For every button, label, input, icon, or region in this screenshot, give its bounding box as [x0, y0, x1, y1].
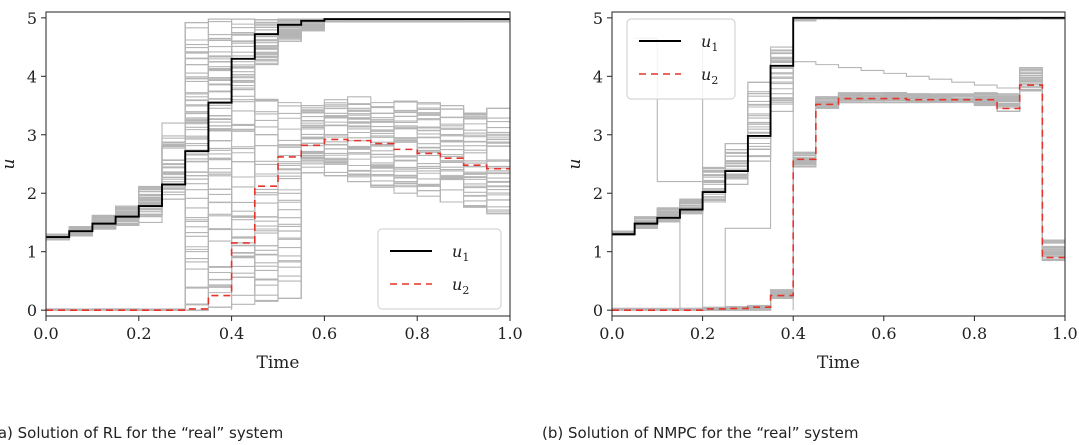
- plot-area: [612, 16, 1065, 311]
- sample-runs-2: [46, 64, 510, 311]
- y-tick-label: 1: [593, 243, 603, 262]
- outlier-run: [138, 122, 186, 311]
- x-tick-label: 0.6: [312, 324, 337, 343]
- outlier-run: [793, 61, 1043, 246]
- y-tick-label: 4: [593, 67, 603, 86]
- plot-frame: [611, 11, 1066, 317]
- x-tick-label: 0.6: [871, 324, 896, 343]
- x-axis-label: Time: [257, 353, 300, 373]
- y-tick-label: 1: [27, 243, 37, 262]
- chart-b: 0.0 0.2 0.4 0.6 0.8 1.0 0 1 2 3 4 5 Time u u1 u2: [565, 9, 1078, 373]
- y-tick-label: 0: [593, 301, 603, 320]
- sample-run: [46, 64, 510, 310]
- x-tick-label: 1.0: [1052, 324, 1077, 343]
- chart-a: 0.0 0.2 0.4 0.6 0.8 1.0 0 1 2 3 4 5 Time u u1 u2: [0, 9, 523, 373]
- series-u2: [46, 138, 510, 311]
- caption-b: (b) Solution of NMPC for the “real” syst…: [542, 424, 859, 442]
- y-tick-label: 5: [593, 9, 603, 28]
- x-tick-label: 0.4: [219, 324, 244, 343]
- legend-label-u2: u2: [701, 65, 718, 87]
- series-u2: [612, 84, 1065, 311]
- x-axis-label: Time: [817, 353, 860, 373]
- x-tick-label: 0.4: [780, 324, 805, 343]
- outlier-run: [185, 157, 233, 311]
- plot-frame: [45, 11, 511, 317]
- series-u1: [612, 16, 1065, 236]
- y-tick-label: 4: [27, 67, 37, 86]
- y-tick-label: 0: [27, 301, 37, 320]
- x-tick-label: 0.8: [404, 324, 429, 343]
- y-tick-label: 2: [27, 184, 37, 203]
- legend-box: [377, 228, 502, 310]
- x-tick-label: 0.0: [599, 324, 624, 343]
- x-tick-label: 0.2: [126, 324, 151, 343]
- plot-area: [46, 18, 510, 311]
- sample-run: [612, 66, 1065, 310]
- legend-label-u1: u1: [701, 32, 718, 54]
- y-tick-label: 3: [27, 126, 37, 145]
- outlier-run: [657, 49, 794, 311]
- legend: u1 u2: [626, 18, 736, 100]
- caption-a: (a) Solution of RL for the “real” system: [0, 424, 284, 442]
- legend-label-u1: u1: [452, 242, 469, 264]
- y-axis-label: u: [0, 159, 19, 170]
- y-tick-label: 3: [593, 126, 603, 145]
- y-tick-label: 5: [27, 9, 37, 28]
- x-tick-label: 0.2: [690, 324, 715, 343]
- x-tick-label: 0.8: [962, 324, 987, 343]
- x-tick-label: 0.0: [33, 324, 58, 343]
- legend: u1 u2: [377, 228, 502, 310]
- x-tick-label: 1.0: [497, 324, 522, 343]
- series-u1: [46, 18, 510, 239]
- y-axis-label: u: [565, 159, 585, 170]
- legend-box: [626, 18, 736, 100]
- y-tick-label: 2: [593, 184, 603, 203]
- legend-label-u2: u2: [452, 275, 469, 297]
